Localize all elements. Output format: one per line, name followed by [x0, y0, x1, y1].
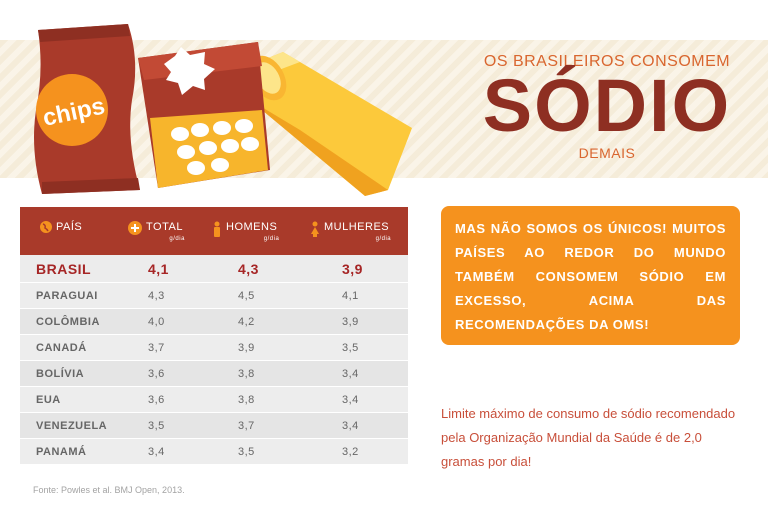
man-icon: [212, 221, 222, 240]
mulheres-value: 3,2: [342, 446, 359, 458]
hero-title: SÓDIO: [482, 64, 732, 147]
cheese-stick-icon: [249, 52, 412, 196]
table-row: COLÔMBIA 4,0 4,2 3,9: [20, 309, 408, 335]
hero-bottom-line: DEMAIS: [578, 145, 636, 161]
country-name: BRASIL: [36, 261, 92, 277]
sodium-table: PAÍS TOTAL g/dia HOMENS g/dia MULHERES g…: [20, 207, 408, 465]
total-value: 3,5: [148, 420, 165, 432]
mulheres-value: 3,5: [342, 342, 359, 354]
country-name: PANAMÁ: [36, 446, 87, 458]
homens-value: 3,5: [238, 446, 255, 458]
total-value: 4,0: [148, 316, 165, 328]
table-row: VENEZUELA 3,5 3,7 3,4: [20, 413, 408, 439]
country-name: EUA: [36, 394, 61, 406]
country-name: PARAGUAI: [36, 290, 98, 302]
country-name: CANADÁ: [36, 342, 87, 354]
homens-value: 3,8: [238, 394, 255, 406]
table-row: CANADÁ 3,7 3,9 3,5: [20, 335, 408, 361]
table-header: PAÍS TOTAL g/dia HOMENS g/dia MULHERES g…: [20, 207, 408, 255]
homens-value: 4,3: [238, 261, 259, 277]
country-name: VENEZUELA: [36, 420, 108, 432]
woman-icon: [310, 221, 320, 240]
col-header-mulheres: MULHERES g/dia: [310, 221, 391, 242]
col-header-homens: HOMENS g/dia: [212, 221, 279, 242]
total-value: 4,1: [148, 261, 169, 277]
total-value: 4,3: [148, 290, 165, 302]
col-header-total: TOTAL g/dia: [128, 221, 185, 242]
total-value: 3,7: [148, 342, 165, 354]
homens-value: 4,5: [238, 290, 255, 302]
mulheres-value: 4,1: [342, 290, 359, 302]
who-limit-note: Limite máximo de consumo de sódio recome…: [441, 406, 736, 469]
mulheres-value: 3,9: [342, 316, 359, 328]
mulheres-value: 3,9: [342, 261, 363, 277]
total-value: 3,6: [148, 394, 165, 406]
snacks-illustration: chips: [34, 24, 412, 196]
total-value: 3,4: [148, 446, 165, 458]
total-value: 3,6: [148, 368, 165, 380]
homens-value: 3,7: [238, 420, 255, 432]
homens-value: 3,8: [238, 368, 255, 380]
mulheres-value: 3,4: [342, 394, 359, 406]
table-row: PANAMÁ 3,4 3,5 3,2: [20, 439, 408, 465]
table-row: EUA 3,6 3,8 3,4: [20, 387, 408, 413]
globe-icon: [40, 221, 52, 236]
homens-value: 4,2: [238, 316, 255, 328]
mulheres-value: 3,4: [342, 368, 359, 380]
country-name: COLÔMBIA: [36, 316, 100, 328]
plus-icon: [128, 221, 142, 238]
table-row: PARAGUAI 4,3 4,5 4,1: [20, 283, 408, 309]
table-row: BRASIL 4,1 4,3 3,9: [20, 255, 408, 283]
col-header-pais: PAÍS: [40, 221, 82, 236]
mulheres-value: 3,4: [342, 420, 359, 432]
chips-bag-icon: [34, 24, 140, 194]
callout-box: MAS NÃO SOMOS OS ÚNICOS! MUITOS PAÍSES A…: [441, 206, 740, 345]
cracker-box-icon: [138, 42, 270, 188]
table-body: BRASIL 4,1 4,3 3,9 PARAGUAI 4,3 4,5 4,1 …: [20, 255, 408, 465]
table-row: BOLÍVIA 3,6 3,8 3,4: [20, 361, 408, 387]
homens-value: 3,9: [238, 342, 255, 354]
country-name: BOLÍVIA: [36, 368, 85, 380]
hero-top-line: OS BRASILEIROS CONSOMEM: [483, 53, 731, 70]
source-citation: Fonte: Powles et al. BMJ Open, 2013.: [33, 485, 185, 495]
